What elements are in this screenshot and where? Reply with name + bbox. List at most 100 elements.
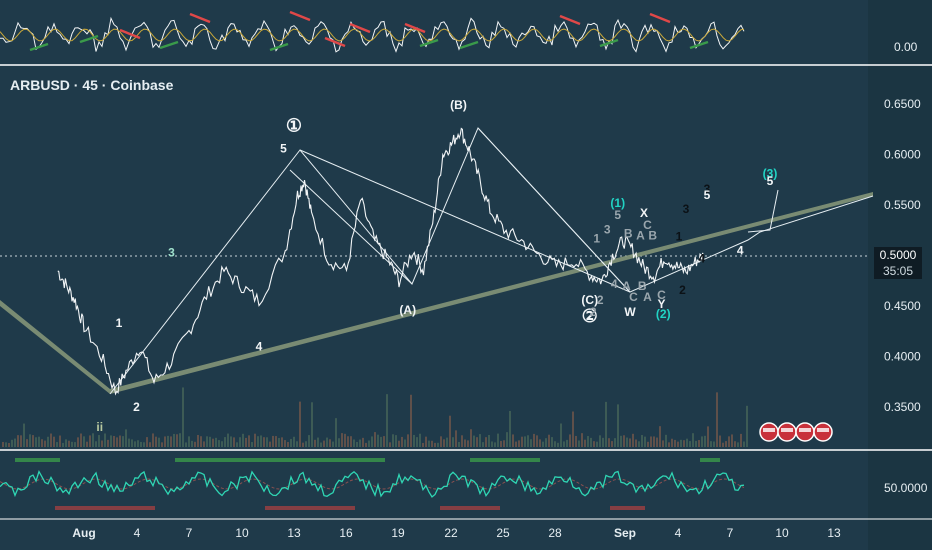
volume-bar bbox=[278, 437, 280, 447]
volume-bar bbox=[515, 441, 517, 447]
volume-bar bbox=[317, 437, 319, 447]
volume-bar bbox=[329, 439, 331, 447]
volume-bar bbox=[221, 441, 223, 447]
volume-bar bbox=[674, 439, 676, 447]
volume-bar bbox=[296, 441, 298, 447]
volume-bar bbox=[596, 441, 598, 447]
volume-bar bbox=[704, 435, 706, 447]
signal-zone-bar bbox=[55, 506, 155, 510]
time-tick-label: 13 bbox=[827, 526, 841, 540]
red-divergence-segment bbox=[649, 12, 671, 24]
volume-bar bbox=[8, 442, 10, 447]
volume-bar bbox=[233, 437, 235, 447]
volume-bar bbox=[569, 434, 571, 447]
volume-bar bbox=[308, 435, 310, 447]
volume-bar bbox=[248, 435, 250, 447]
wave-label: 5 bbox=[280, 141, 287, 155]
upper-oscillator-panel bbox=[0, 10, 745, 53]
volume-bar bbox=[533, 433, 535, 447]
time-tick-label: 25 bbox=[496, 526, 510, 540]
volume-bar bbox=[404, 439, 406, 447]
volume-bar bbox=[350, 436, 352, 447]
wave-label: 1 bbox=[116, 316, 123, 330]
wave-label: C bbox=[657, 288, 666, 302]
wave-label: 2 bbox=[597, 293, 604, 307]
volume-bar bbox=[548, 434, 550, 447]
volume-bar bbox=[104, 433, 106, 447]
time-axis-ticks: Aug 4 7 10 13 16 19 22 25 28 Sep 4 7 10 13 bbox=[72, 526, 841, 540]
time-tick-label: 10 bbox=[235, 526, 249, 540]
volume-bar bbox=[251, 442, 253, 447]
red-divergence-segment bbox=[189, 12, 211, 24]
volume-bar bbox=[20, 435, 22, 447]
volume-bar bbox=[449, 415, 451, 447]
signal-zone-bar bbox=[700, 458, 720, 462]
wave-label: (C) bbox=[581, 293, 598, 307]
wave-label: 4 bbox=[611, 277, 618, 291]
volume-bar bbox=[575, 435, 577, 447]
volume-bar bbox=[545, 438, 547, 447]
green-divergence-segment bbox=[689, 40, 709, 50]
volume-bars bbox=[2, 387, 748, 447]
volume-bar bbox=[434, 442, 436, 447]
volume-bar bbox=[650, 436, 652, 447]
volume-bar bbox=[161, 442, 163, 447]
volume-bar bbox=[401, 436, 403, 447]
volume-bar bbox=[47, 436, 49, 447]
volume-bar bbox=[74, 442, 76, 447]
volume-bar bbox=[224, 437, 226, 447]
volume-bar bbox=[683, 440, 685, 447]
volume-bar bbox=[386, 394, 388, 447]
volume-bar bbox=[5, 442, 7, 447]
volume-bar bbox=[140, 441, 142, 447]
volume-bar bbox=[182, 387, 184, 447]
wave-line bbox=[477, 127, 631, 293]
wave-line bbox=[747, 189, 779, 233]
volume-bar bbox=[479, 434, 481, 447]
volume-bar bbox=[617, 404, 619, 447]
volume-bar bbox=[353, 439, 355, 447]
event-flags[interactable] bbox=[759, 422, 833, 442]
time-tick-label: Aug bbox=[72, 526, 95, 540]
wave-label: 2 bbox=[133, 400, 140, 414]
volume-bar bbox=[632, 433, 634, 447]
volume-bar bbox=[101, 440, 103, 447]
volume-bar bbox=[740, 433, 742, 447]
green-divergence-segment bbox=[159, 40, 179, 50]
price-tick-label: 0.4000 bbox=[884, 350, 921, 364]
volume-bar bbox=[551, 437, 553, 447]
volume-bar bbox=[662, 440, 664, 447]
volume-bar bbox=[11, 439, 13, 447]
wave-label: ① bbox=[286, 115, 302, 135]
wave-label: (3) bbox=[763, 167, 778, 181]
wave-label: W bbox=[624, 305, 636, 319]
volume-bar bbox=[188, 436, 190, 447]
wave-label: ② bbox=[582, 306, 598, 326]
volume-bar bbox=[737, 442, 739, 447]
volume-bar bbox=[587, 436, 589, 447]
wave-label: 4 bbox=[698, 252, 705, 266]
volume-bar bbox=[197, 434, 199, 447]
volume-bar bbox=[590, 437, 592, 447]
wave-label: B bbox=[638, 279, 647, 293]
red-divergence-segment bbox=[289, 10, 311, 22]
volume-bar bbox=[338, 438, 340, 447]
volume-bar bbox=[185, 442, 187, 447]
volume-bar bbox=[35, 437, 37, 447]
wave-label: 2 bbox=[590, 305, 597, 319]
time-tick-label: 4 bbox=[675, 526, 682, 540]
volume-bar bbox=[365, 442, 367, 447]
volume-bar bbox=[422, 442, 424, 447]
last-price-label: 0.5000 bbox=[874, 247, 922, 263]
volume-bar bbox=[2, 441, 4, 447]
volume-bar bbox=[509, 410, 511, 447]
volume-bar bbox=[95, 441, 97, 447]
lower-panel-axis-tick: 50.0000 bbox=[884, 481, 928, 495]
volume-bar bbox=[32, 435, 34, 447]
volume-bar bbox=[647, 441, 649, 447]
time-tick-label: 16 bbox=[339, 526, 353, 540]
volume-bar bbox=[254, 433, 256, 447]
volume-bar bbox=[584, 439, 586, 447]
volume-bar bbox=[566, 439, 568, 447]
